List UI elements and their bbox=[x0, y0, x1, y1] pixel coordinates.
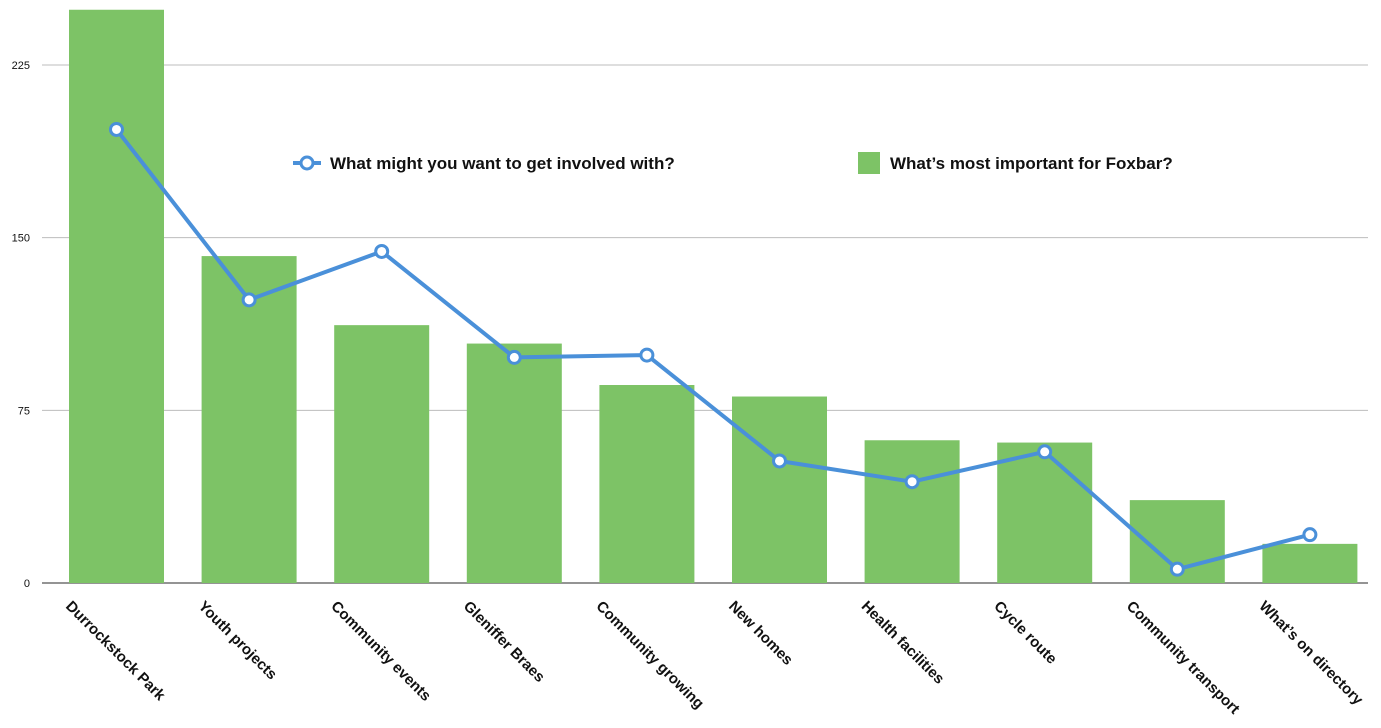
bar bbox=[997, 442, 1093, 583]
y-tick-label: 225 bbox=[12, 60, 30, 72]
legend-item-bar: What’s most important for Foxbar? bbox=[858, 152, 1173, 174]
legend-label-line: What might you want to get involved with… bbox=[330, 154, 675, 173]
legend-label-bar: What’s most important for Foxbar? bbox=[890, 154, 1173, 173]
line-point bbox=[506, 349, 522, 365]
x-tick-label: Durrockstock Park bbox=[62, 598, 169, 705]
bar bbox=[201, 256, 297, 583]
y-axis: 0 75 150 225 bbox=[12, 60, 30, 590]
y-tick-label: 0 bbox=[24, 578, 30, 590]
x-tick-label: Gleniffer Braes bbox=[460, 598, 548, 686]
line-point bbox=[904, 474, 920, 490]
line-point bbox=[109, 121, 124, 137]
bar bbox=[864, 440, 960, 583]
x-tick-label: Health facilities bbox=[858, 598, 948, 688]
bar bbox=[466, 343, 562, 583]
line-series bbox=[109, 121, 1318, 577]
bar bbox=[1262, 543, 1358, 583]
line-point bbox=[241, 292, 257, 308]
x-tick-label: What’s on directory bbox=[1256, 598, 1367, 709]
bar bbox=[732, 396, 827, 583]
legend-item-line: What might you want to get involved with… bbox=[293, 154, 675, 173]
legend-point-marker bbox=[299, 155, 315, 171]
legend: What might you want to get involved with… bbox=[293, 152, 1173, 174]
legend-bar-swatch bbox=[858, 152, 880, 174]
bar bbox=[69, 9, 164, 584]
x-tick-label: Community growing bbox=[593, 598, 708, 713]
y-tick-label: 75 bbox=[18, 405, 30, 417]
line-point bbox=[1037, 444, 1053, 460]
y-tick-label: 150 bbox=[12, 233, 30, 245]
bar bbox=[334, 325, 430, 583]
line-point bbox=[1169, 561, 1185, 577]
bar bbox=[599, 385, 695, 583]
bar-series bbox=[69, 9, 1358, 584]
x-axis-labels: Durrockstock Park Youth projects Community… bbox=[62, 598, 1366, 718]
line-point bbox=[374, 243, 390, 259]
x-tick-label: Community transport bbox=[1123, 598, 1243, 718]
x-tick-label: Youth projects bbox=[195, 598, 280, 683]
x-tick-label: Community events bbox=[327, 598, 434, 705]
line-point bbox=[1302, 527, 1318, 543]
line-point bbox=[772, 453, 787, 469]
x-tick-label: New homes bbox=[725, 598, 796, 669]
x-tick-label: Cycle route bbox=[990, 598, 1060, 668]
line-point bbox=[639, 347, 655, 363]
series-line bbox=[114, 127, 1312, 572]
